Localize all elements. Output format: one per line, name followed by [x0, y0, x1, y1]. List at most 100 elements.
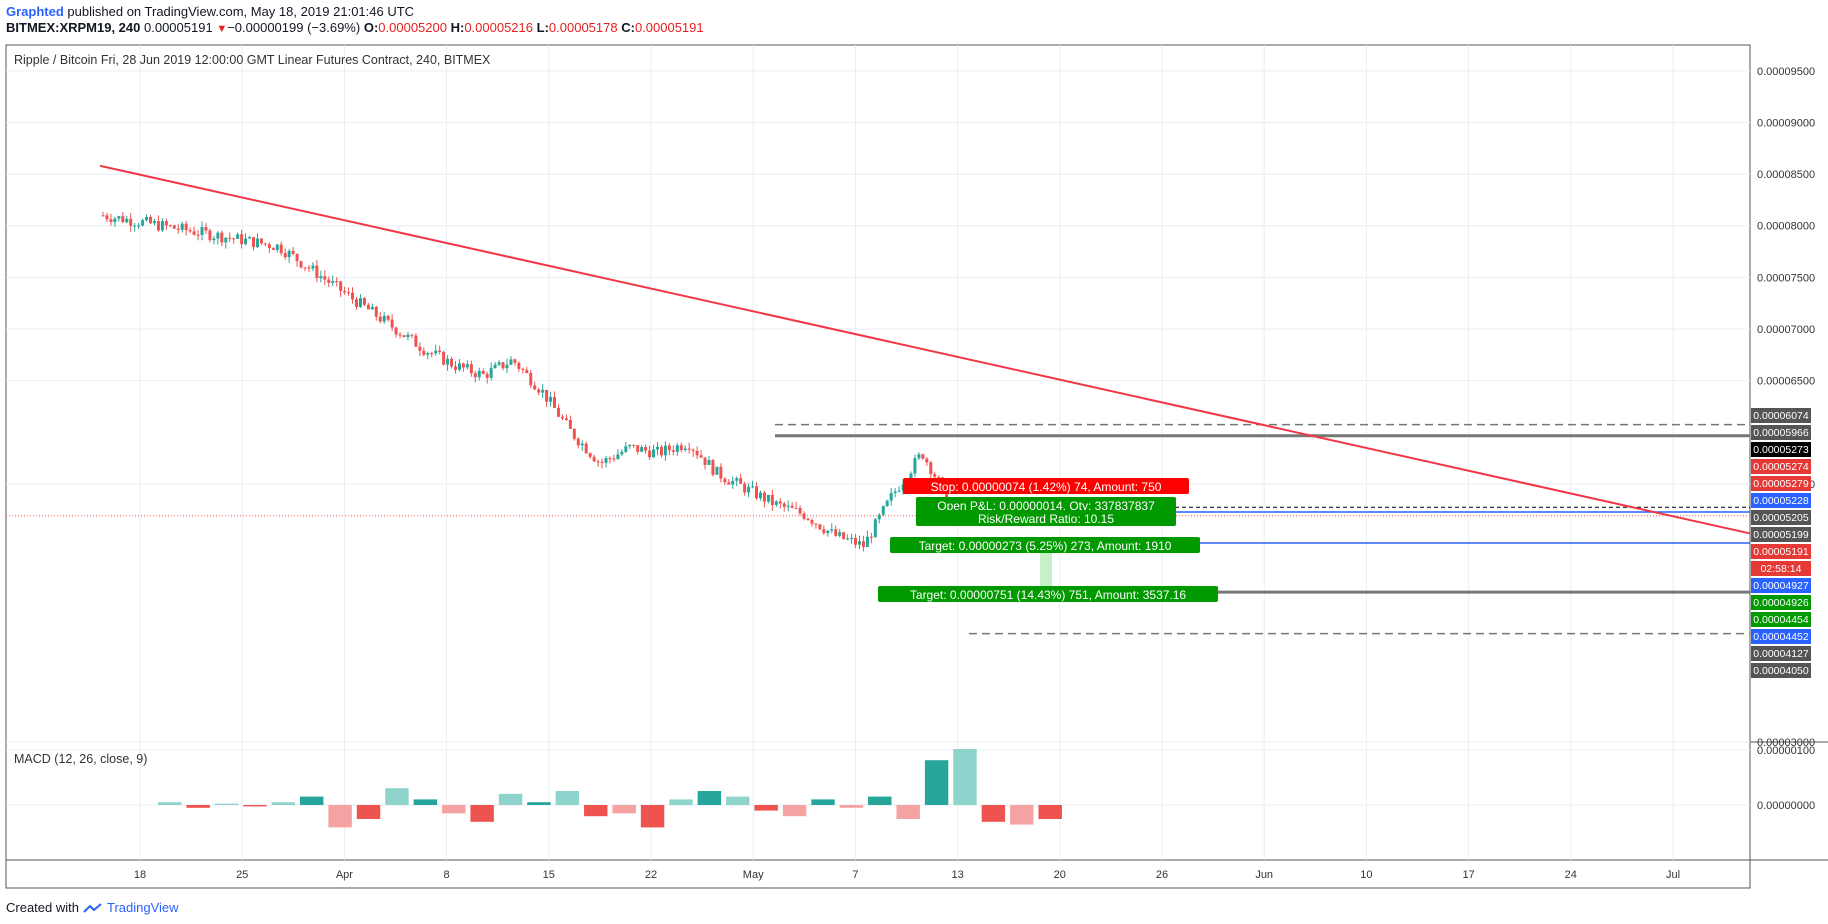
- price-level-text: 0.00005228: [1753, 495, 1809, 507]
- candle-body: [604, 458, 608, 463]
- position-zones: [6, 423, 1750, 635]
- price-level-badge: [1751, 527, 1811, 542]
- candle-body: [723, 478, 727, 483]
- candle-body: [347, 292, 351, 294]
- price-level-badge: [1751, 629, 1811, 644]
- candle-body: [560, 416, 564, 419]
- macd-bar: [1038, 805, 1062, 819]
- candle-body: [671, 450, 675, 452]
- candle-body: [739, 478, 743, 484]
- macd-bar: [868, 796, 892, 805]
- price-level-badge: [1751, 646, 1811, 661]
- price-level-text: 0.00005273: [1753, 444, 1809, 456]
- tradingview-logo-icon: [83, 902, 102, 913]
- candle-body: [303, 267, 307, 269]
- price-level-badge: [1751, 561, 1811, 576]
- candle-body: [691, 449, 695, 451]
- candle-body: [814, 523, 818, 525]
- trendline-layer[interactable]: [99, 164, 1751, 535]
- candle-body: [913, 458, 917, 474]
- tradingview-link[interactable]: TradingView: [106, 900, 179, 915]
- candle-body: [806, 518, 810, 521]
- x-tick-label: 24: [1565, 869, 1577, 881]
- author-link[interactable]: Graphted: [6, 4, 64, 19]
- candle-body: [204, 227, 208, 231]
- macd-bar: [640, 805, 665, 828]
- y-tick-label: 0.00007000: [1757, 324, 1815, 336]
- candle-body: [893, 491, 897, 494]
- candle-body: [600, 461, 604, 463]
- candle-body: [438, 350, 442, 352]
- candle-body: [786, 505, 790, 507]
- x-tick-label: Apr: [336, 869, 353, 881]
- price-change: −0.00000199 (−3.69%): [227, 20, 361, 35]
- candle-body: [311, 265, 315, 269]
- y-tick-label: 0.00009500: [1757, 66, 1815, 78]
- candle-body: [271, 248, 275, 250]
- x-tick-label: 25: [236, 869, 248, 881]
- x-tick-label: 13: [951, 869, 963, 881]
- candle-body: [283, 253, 287, 258]
- price-level-text: 0.00005274: [1753, 461, 1809, 473]
- candle-body: [450, 358, 454, 367]
- candle-body: [612, 458, 616, 460]
- candle-body: [109, 219, 113, 222]
- x-tick-label: 26: [1156, 869, 1168, 881]
- price-level-text: 0.00004452: [1753, 631, 1809, 643]
- candle-body: [477, 370, 481, 378]
- macd-bar: [953, 749, 977, 805]
- macd-bar: [811, 799, 835, 805]
- candle-body: [410, 334, 414, 336]
- candle-body: [675, 445, 679, 452]
- candle-body: [446, 358, 450, 365]
- candle-body: [299, 261, 303, 268]
- candle-body: [331, 281, 335, 283]
- candle-body: [909, 473, 913, 481]
- candle-body: [572, 428, 576, 439]
- target1-label: Target: 0.00000273 (5.25%) 273, Amount: …: [919, 539, 1172, 553]
- candle-body: [873, 519, 877, 538]
- position-labels[interactable]: Stop: 0.00000074 (1.42%) 74, Amount: 750…: [878, 478, 1218, 602]
- macd-bar: [669, 799, 693, 805]
- candle-body: [640, 447, 644, 452]
- price-level-text: 0.00005279: [1753, 478, 1809, 490]
- candle-body: [608, 458, 612, 460]
- candle-body: [576, 438, 580, 446]
- candle-body: [521, 368, 525, 370]
- candle-body: [354, 299, 358, 307]
- x-tick-label: May: [743, 869, 764, 881]
- open-value: 0.00005200: [378, 20, 447, 35]
- candle-body: [339, 281, 343, 291]
- price-level-text: 0.00005205: [1753, 512, 1809, 524]
- price-level-text: 0.00004127: [1753, 648, 1809, 660]
- price-level-text: 02:58:14: [1761, 563, 1802, 575]
- macd-bar: [726, 796, 750, 805]
- candle-body: [125, 218, 129, 223]
- candle-body: [735, 478, 739, 481]
- candle-body: [877, 514, 881, 520]
- candle-body: [228, 237, 232, 239]
- open-label: O:: [363, 20, 379, 35]
- price-level-text: 0.00005191: [1753, 546, 1809, 558]
- candle-body: [854, 537, 858, 545]
- candle-body: [236, 234, 240, 239]
- candle-body: [358, 298, 362, 307]
- macd-bar: [754, 805, 778, 811]
- candle-body: [782, 503, 786, 507]
- candle-body: [652, 449, 656, 458]
- open-pl-label-bg: [916, 497, 1176, 513]
- macd-bar: [413, 799, 438, 805]
- x-tick-label: 10: [1360, 869, 1372, 881]
- candle-body: [727, 482, 731, 485]
- candle-body: [232, 238, 236, 240]
- macd-bar: [584, 805, 608, 817]
- symbol-name[interactable]: BITMEX:XRPM19, 240: [6, 20, 141, 35]
- candle-body: [192, 231, 196, 235]
- macd-bar: [839, 805, 864, 808]
- candle-body: [648, 450, 652, 458]
- macd-bar: [612, 805, 636, 814]
- candle-body: [291, 250, 295, 254]
- macd-bar: [1010, 805, 1034, 825]
- candle-body: [489, 368, 493, 378]
